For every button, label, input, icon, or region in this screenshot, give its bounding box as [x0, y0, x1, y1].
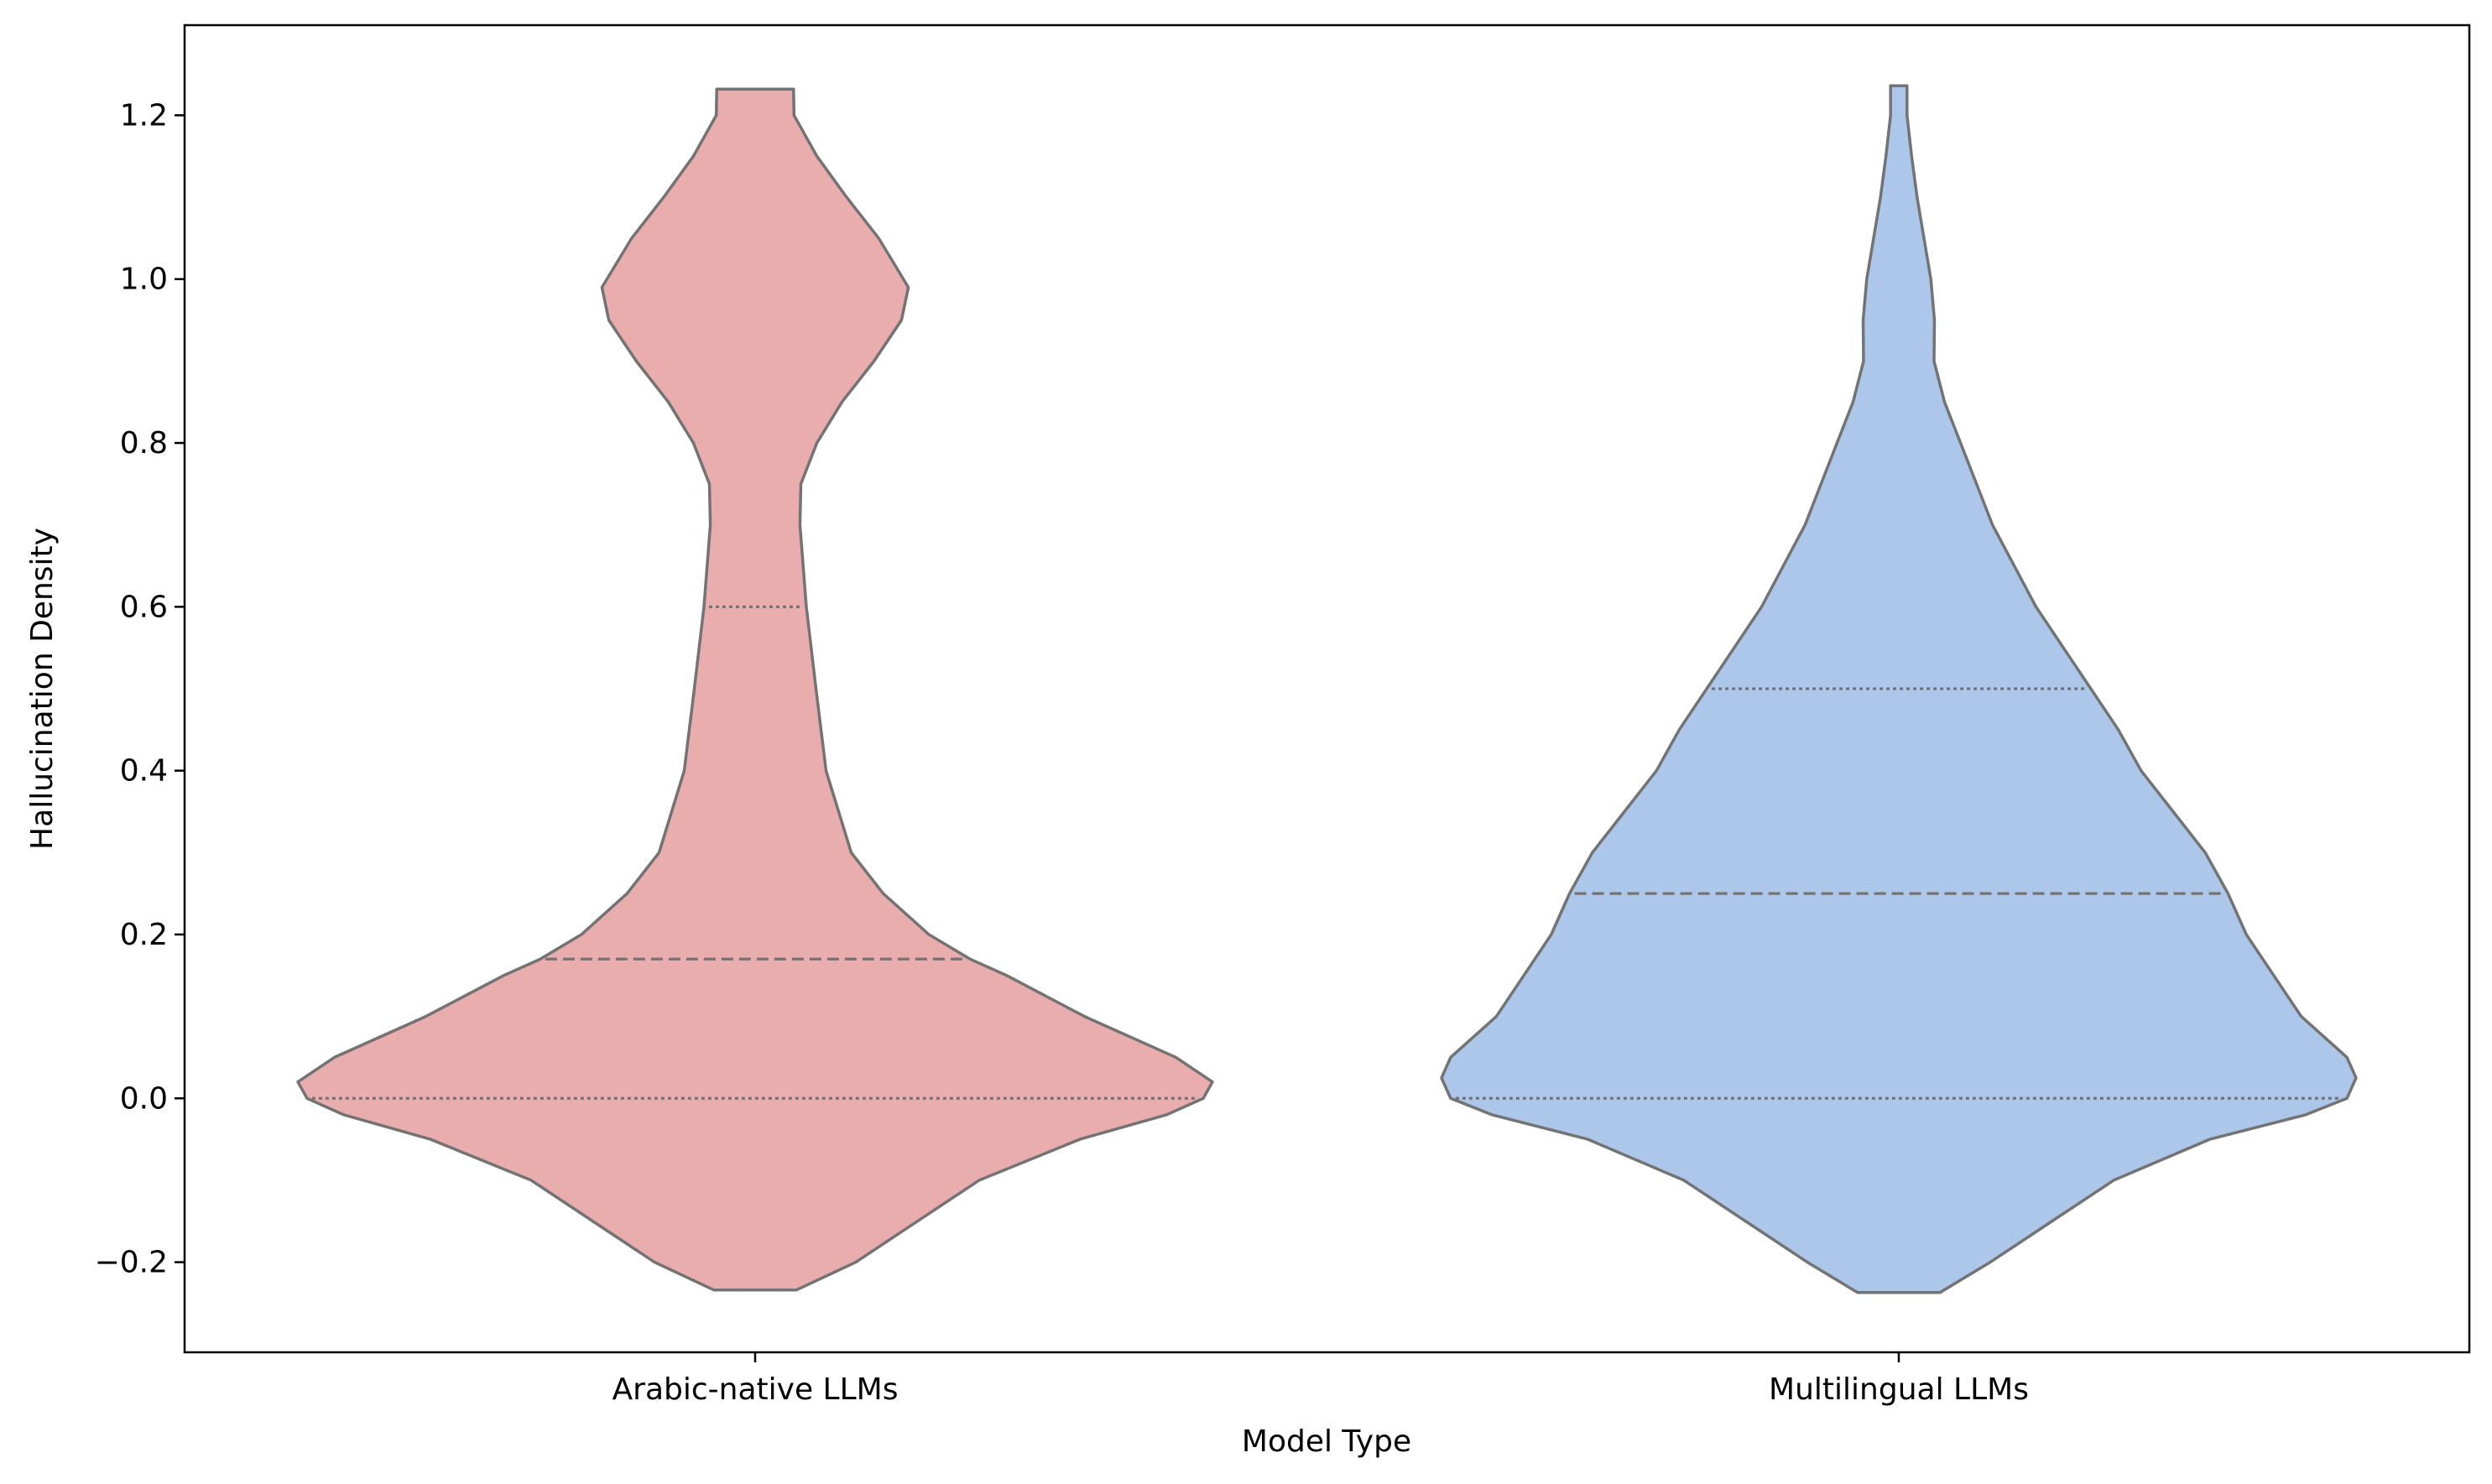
- y-tick-label: 0.8: [120, 426, 168, 461]
- violin-multilingual-llms: [1440, 84, 2358, 1294]
- y-axis: −0.2 0.0 0.2 0.4 0.6 0.8 1.0 1.2: [95, 98, 185, 1280]
- x-tick-label-arabic-native-llms: Arabic-native LLMs: [613, 1372, 899, 1407]
- x-axis: Arabic-native LLMs Multilingual LLMs: [613, 1352, 2029, 1407]
- violin-arabic-native-llms: [296, 87, 1214, 1292]
- y-tick-label: 1.0: [120, 263, 168, 297]
- y-tick-label: 0.2: [120, 918, 168, 952]
- plot-frame: [183, 23, 2471, 1354]
- x-axis-title: Model Type: [1242, 1424, 1411, 1459]
- y-tick-label: 1.2: [120, 98, 168, 133]
- violins-layer: [296, 84, 2358, 1294]
- y-tick-label: 0.0: [120, 1081, 168, 1116]
- y-tick-label: −0.2: [95, 1246, 168, 1280]
- y-axis-title: Hallucination Density: [25, 528, 60, 850]
- x-tick-label-multilingual-llms: Multilingual LLMs: [1769, 1372, 2029, 1407]
- y-tick-label: 0.4: [120, 754, 168, 789]
- y-tick-label: 0.6: [120, 590, 168, 624]
- quartile-lines-layer: [311, 605, 2343, 1100]
